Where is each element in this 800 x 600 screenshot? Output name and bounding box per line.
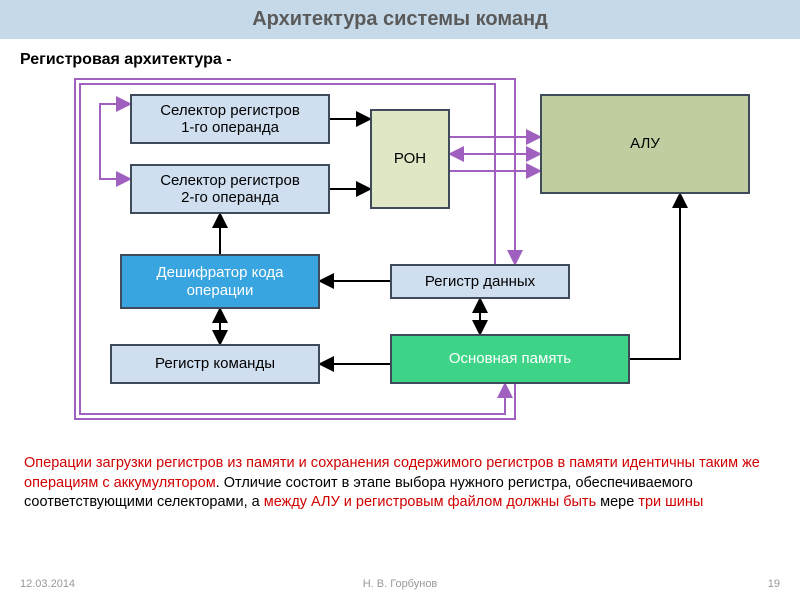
block-decoder: Дешифратор кода операции: [120, 254, 320, 309]
desc-p5: три шины: [638, 494, 703, 510]
subtitle: Регистровая архитектура -: [20, 51, 800, 69]
desc-p3: между АЛУ и регистровым файлом должны бы…: [264, 494, 596, 510]
edge-13: [100, 104, 130, 179]
footer-page: 19: [768, 578, 780, 590]
block-regcmd: Регистр команды: [110, 344, 320, 384]
title-text: Архитектура системы команд: [252, 8, 548, 30]
block-ron: РОН: [370, 109, 450, 209]
title-bar: Архитектура системы команд: [0, 0, 800, 39]
block-regdata: Регистр данных: [390, 264, 570, 299]
diagram-area: Селектор регистров 1-го операнда Селектор…: [20, 74, 780, 444]
block-alu: АЛУ: [540, 94, 750, 194]
description: Операции загрузки регистров из памяти и …: [24, 454, 776, 513]
block-sel1: Селектор регистров 1-го операнда: [130, 94, 330, 144]
edge-7: [630, 194, 680, 359]
footer-author: Н. В. Горбунов: [0, 578, 800, 590]
desc-p4: мере: [596, 494, 638, 510]
block-sel2: Селектор регистров 2-го операнда: [130, 164, 330, 214]
block-mem: Основная память: [390, 334, 630, 384]
